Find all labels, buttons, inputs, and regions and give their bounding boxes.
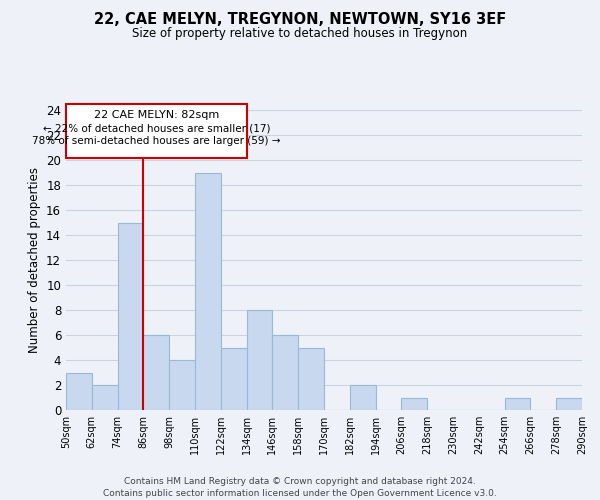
Bar [118,222,143,410]
Bar [143,335,169,410]
Text: Contains HM Land Registry data © Crown copyright and database right 2024.
Contai: Contains HM Land Registry data © Crown c… [103,476,497,498]
Y-axis label: Number of detached properties: Number of detached properties [28,167,41,353]
Bar [350,385,376,410]
Bar [401,398,427,410]
Bar [272,335,298,410]
Text: ← 22% of detached houses are smaller (17): ← 22% of detached houses are smaller (17… [43,123,270,133]
Bar [298,348,324,410]
Text: 22, CAE MELYN, TREGYNON, NEWTOWN, SY16 3EF: 22, CAE MELYN, TREGYNON, NEWTOWN, SY16 3… [94,12,506,28]
Bar [247,310,272,410]
Text: 78% of semi-detached houses are larger (59) →: 78% of semi-detached houses are larger (… [32,136,281,145]
Bar [66,372,92,410]
Bar [195,172,221,410]
FancyBboxPatch shape [66,104,247,158]
Bar [169,360,195,410]
Bar [556,398,582,410]
Bar [505,398,530,410]
Text: Size of property relative to detached houses in Tregynon: Size of property relative to detached ho… [133,28,467,40]
Text: 22 CAE MELYN: 82sqm: 22 CAE MELYN: 82sqm [94,110,219,120]
Bar [92,385,118,410]
Bar [221,348,247,410]
